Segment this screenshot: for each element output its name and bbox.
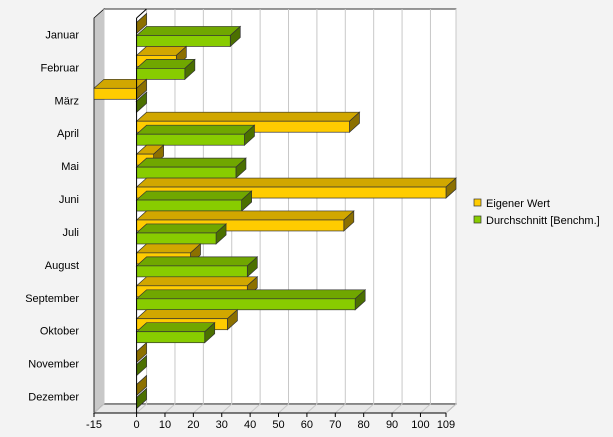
x-tick-label: -15 xyxy=(86,419,102,431)
bar-benchmark xyxy=(135,157,247,179)
category-label: Dezember xyxy=(28,392,79,404)
bars xyxy=(93,8,457,413)
gridline-floor xyxy=(249,403,261,414)
category-label: März xyxy=(55,95,79,107)
bar-benchmark xyxy=(135,25,242,48)
bar-own xyxy=(135,210,355,232)
x-tick-label: 70 xyxy=(329,419,341,431)
legend: Eigener Wert Durchschnitt [Benchm.] xyxy=(473,198,600,227)
x-tick-label: 109 xyxy=(437,419,455,431)
bar-benchmark xyxy=(135,190,253,212)
legend-swatch xyxy=(473,215,482,224)
x-tick-label: 20 xyxy=(187,419,199,431)
x-tick-label: 60 xyxy=(301,419,313,431)
zero-line-depth xyxy=(136,8,147,19)
category-label: August xyxy=(45,260,79,272)
gridline-floor xyxy=(445,403,457,414)
x-tick-label: 40 xyxy=(244,419,256,431)
x-tick-label: 50 xyxy=(272,419,284,431)
bar-benchmark xyxy=(135,223,227,245)
gridline-floor xyxy=(363,403,375,414)
bar-own xyxy=(93,78,148,101)
gridline-floor xyxy=(93,403,105,414)
x-tick-label: 0 xyxy=(134,419,140,431)
x-tick-label: 90 xyxy=(386,419,398,431)
category-label: September xyxy=(25,293,79,305)
gridline-floor xyxy=(221,403,233,414)
gridline-floor xyxy=(391,403,403,414)
category-label: Februar xyxy=(40,62,79,74)
category-label: Oktober xyxy=(40,326,79,338)
category-label: Juli xyxy=(62,227,79,239)
bar-own xyxy=(135,177,457,199)
side-wall xyxy=(93,8,105,414)
category-label: April xyxy=(57,128,79,140)
gridline-floor xyxy=(193,403,204,414)
legend-label: Eigener Wert xyxy=(486,198,550,210)
category-label: Juni xyxy=(59,194,79,206)
legend-item: Eigener Wert xyxy=(473,198,550,210)
category-label: Mai xyxy=(61,161,79,173)
gridline-floor xyxy=(136,403,147,414)
x-tick-label: 10 xyxy=(159,419,171,431)
bar-benchmark xyxy=(135,321,216,344)
x-tick-label: 80 xyxy=(358,419,370,431)
category-label: November xyxy=(28,359,79,371)
legend-swatch xyxy=(473,198,482,207)
bar-benchmark xyxy=(135,58,196,81)
category-labels: Januar Februar März April Mai Juni Juli August S… xyxy=(25,29,79,403)
gridline-floor xyxy=(420,403,431,414)
gridline-floor xyxy=(306,403,318,414)
floor xyxy=(92,403,458,414)
x-tick-label: 30 xyxy=(216,419,228,431)
bar-benchmark xyxy=(135,289,367,311)
gridline-floor xyxy=(164,403,176,414)
x-tick-labels: -15 0 10 20 30 40 50 60 70 80 90 100 109 xyxy=(86,412,455,431)
category-label: Januar xyxy=(45,29,79,41)
bar-benchmark xyxy=(135,256,259,278)
gridline-floor xyxy=(278,403,289,414)
legend-label: Durchschnitt [Benchm.] xyxy=(486,215,600,227)
legend-item: Durchschnitt [Benchm.] xyxy=(473,215,600,227)
gridline-floor xyxy=(334,403,346,414)
bar-benchmark xyxy=(135,124,256,146)
x-tick-label: 100 xyxy=(411,419,429,431)
